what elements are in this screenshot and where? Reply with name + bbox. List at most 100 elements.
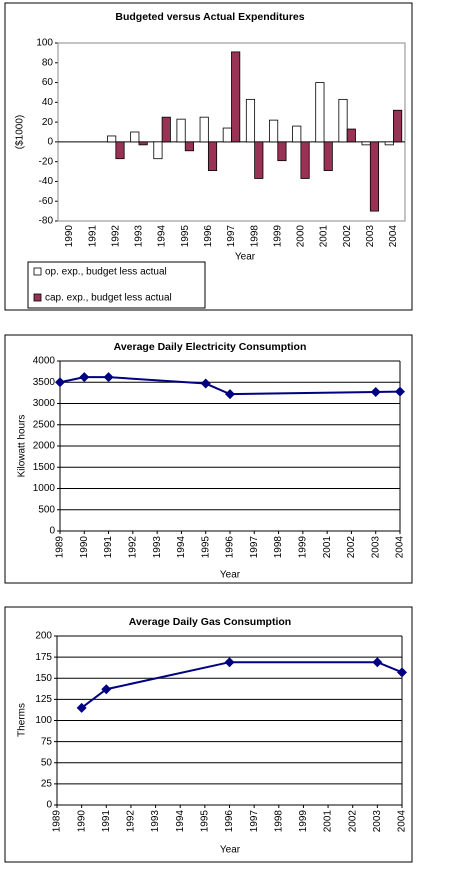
x-tick-label: 1995 bbox=[199, 810, 210, 833]
x-tick-label: 2003 bbox=[370, 536, 381, 559]
point bbox=[76, 702, 87, 713]
x-tick-label: 2002 bbox=[347, 810, 358, 833]
x-tick-label: 1995 bbox=[200, 536, 211, 559]
chart-title: Average Daily Gas Consumption bbox=[129, 616, 291, 628]
x-tick-label: 1993 bbox=[150, 810, 161, 833]
y-tick-label: -20 bbox=[39, 156, 54, 167]
x-axis-label: Year bbox=[220, 570, 241, 581]
x-tick-label: 1999 bbox=[298, 810, 309, 833]
legend-box bbox=[27, 261, 206, 309]
bar bbox=[184, 141, 194, 152]
x-tick-label: 1993 bbox=[152, 536, 163, 559]
bar bbox=[338, 98, 348, 143]
bar bbox=[153, 141, 163, 160]
bar bbox=[231, 51, 241, 143]
x-tick-label: 1994 bbox=[157, 225, 168, 248]
x-tick-label: 1998 bbox=[249, 225, 260, 248]
x-tick-label: 2004 bbox=[388, 225, 399, 248]
point bbox=[395, 386, 405, 397]
y-tick-label: 4000 bbox=[33, 356, 56, 367]
x-tick-label: 1998 bbox=[273, 536, 284, 559]
chart-frame bbox=[4, 606, 413, 863]
x-tick-label: 1996 bbox=[225, 536, 236, 559]
x-tick-label: 1990 bbox=[76, 810, 87, 833]
point bbox=[79, 372, 90, 383]
y-tick-label: 100 bbox=[35, 715, 52, 726]
point bbox=[200, 378, 211, 389]
bar bbox=[138, 141, 148, 146]
y-tick-label: 2000 bbox=[33, 441, 56, 452]
x-tick-label: 1991 bbox=[87, 225, 98, 248]
legend-label: cap. exp., budget less actual bbox=[45, 293, 172, 304]
bar bbox=[254, 141, 264, 179]
y-tick-label: 20 bbox=[42, 117, 54, 128]
y-tick-label: -80 bbox=[39, 216, 54, 227]
chart-title: Average Daily Electricity Consumption bbox=[114, 341, 307, 353]
y-tick-label: 0 bbox=[49, 526, 55, 537]
x-axis-label: Year bbox=[220, 845, 241, 856]
x-tick-label: 2000 bbox=[296, 225, 307, 248]
bar bbox=[393, 109, 403, 143]
bar bbox=[292, 125, 302, 143]
y-tick-label: 150 bbox=[35, 673, 52, 684]
x-tick-label: 1989 bbox=[52, 810, 63, 833]
x-tick-label: 2003 bbox=[365, 225, 376, 248]
bar bbox=[361, 141, 371, 146]
y-tick-label: 1500 bbox=[33, 462, 56, 473]
legend-swatch bbox=[33, 293, 42, 302]
point bbox=[397, 667, 407, 678]
plot-area bbox=[57, 42, 406, 222]
y-tick-label: 3500 bbox=[33, 377, 56, 388]
legend-label: op. exp., budget less actual bbox=[45, 267, 167, 278]
chart-title: Budgeted versus Actual Expenditures bbox=[115, 11, 304, 23]
x-tick-label: 2002 bbox=[342, 225, 353, 248]
y-tick-label: 125 bbox=[35, 694, 52, 705]
bar bbox=[277, 141, 287, 162]
x-axis-label: Year bbox=[235, 252, 256, 263]
x-tick-label: 1993 bbox=[134, 225, 145, 248]
point bbox=[55, 377, 65, 388]
bar bbox=[199, 116, 209, 143]
x-tick-label: 1996 bbox=[203, 225, 214, 248]
x-tick-label: 1995 bbox=[180, 225, 191, 248]
x-tick-label: 1989 bbox=[55, 536, 66, 559]
chart-frame bbox=[4, 2, 413, 311]
legend-swatch bbox=[33, 267, 42, 276]
bar bbox=[222, 127, 232, 143]
y-tick-label: 40 bbox=[42, 97, 54, 108]
x-tick-label: 2004 bbox=[397, 810, 408, 833]
x-tick-label: 2001 bbox=[322, 536, 333, 559]
y-axis-label: Kilowatt hours bbox=[17, 415, 28, 478]
x-tick-label: 1996 bbox=[224, 810, 235, 833]
bar bbox=[346, 128, 356, 143]
point bbox=[103, 372, 114, 383]
y-tick-label: 75 bbox=[41, 736, 53, 747]
x-tick-label: 1994 bbox=[175, 810, 186, 833]
y-tick-label: 100 bbox=[36, 38, 53, 49]
x-tick-label: 1999 bbox=[272, 225, 283, 248]
point bbox=[370, 387, 381, 398]
x-tick-label: 1991 bbox=[103, 536, 114, 559]
y-tick-label: -40 bbox=[39, 176, 54, 187]
x-tick-label: 2004 bbox=[395, 536, 406, 559]
y-tick-label: 200 bbox=[35, 631, 52, 642]
y-tick-label: 50 bbox=[41, 757, 53, 768]
point bbox=[101, 684, 112, 695]
bar bbox=[130, 131, 140, 143]
point bbox=[225, 389, 235, 400]
x-tick-label: 2001 bbox=[323, 810, 334, 833]
y-tick-label: 60 bbox=[42, 77, 54, 88]
bar bbox=[369, 141, 380, 212]
bar bbox=[315, 82, 325, 143]
y-tick-label: 0 bbox=[46, 800, 52, 811]
y-tick-label: -60 bbox=[39, 196, 54, 207]
y-tick-label: 3000 bbox=[33, 398, 56, 409]
point bbox=[224, 657, 235, 668]
bar bbox=[245, 98, 256, 143]
bar bbox=[176, 118, 186, 143]
y-tick-label: 1000 bbox=[33, 483, 56, 494]
y-tick-label: 80 bbox=[42, 57, 54, 68]
x-tick-label: 1991 bbox=[101, 810, 112, 833]
bar bbox=[269, 119, 279, 143]
